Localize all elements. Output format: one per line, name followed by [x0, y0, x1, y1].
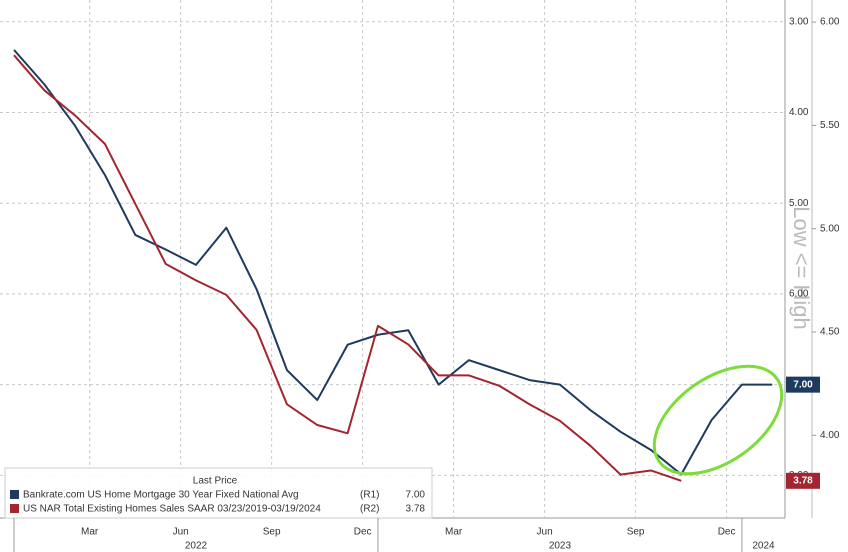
plot-area	[0, 0, 785, 518]
legend-axis: (R1)	[360, 490, 379, 501]
y2-tick-label: 6.00	[820, 17, 840, 28]
legend-box	[4, 467, 433, 519]
y-tick-label: 4.00	[789, 107, 809, 118]
series-lines	[13, 49, 773, 482]
x-tick-label: Sep	[263, 527, 281, 538]
y2-tick-label: 5.00	[820, 223, 840, 234]
legend-name: US NAR Total Existing Homes Sales SAAR 0…	[23, 504, 321, 515]
last-value-label: 7.00	[793, 379, 813, 390]
annotation: Low <= High	[789, 206, 814, 330]
y2-tick-label: 4.50	[820, 327, 840, 338]
last-value-badge	[786, 376, 820, 393]
x-tick-label: Jun	[537, 527, 553, 538]
y2-tick-label: 5.50	[820, 120, 840, 131]
y-tick-label: 3.00	[789, 16, 809, 27]
year-label: 2022	[185, 541, 208, 552]
series-line	[13, 49, 773, 476]
y2-tick-label: 4.00	[820, 430, 840, 441]
last-value-label: 3.78	[793, 475, 813, 486]
legend-value: 7.00	[406, 490, 426, 501]
year-label: 2024	[752, 541, 775, 552]
year-label: 2023	[549, 541, 572, 552]
x-tick-label: Jun	[173, 527, 189, 538]
grid	[0, 0, 785, 518]
legend-value: 3.78	[406, 504, 426, 515]
y-tick-label: 5.00	[789, 198, 809, 209]
legend-title: Last Price	[193, 476, 238, 487]
y-tick-label: 6.00	[789, 289, 809, 300]
legend-swatch	[10, 490, 19, 499]
legend-axis: (R2)	[360, 504, 379, 515]
x-tick-label: Mar	[445, 527, 463, 538]
x-tick-label: Dec	[718, 527, 736, 538]
x-tick-label: Sep	[627, 527, 645, 538]
x-tick-label: Mar	[81, 527, 99, 538]
series-line	[13, 54, 682, 482]
legend-name: Bankrate.com US Home Mortgage 30 Year Fi…	[23, 490, 299, 501]
legend-swatch	[10, 504, 19, 513]
legend: Last Price Bankrate.com US Home Mortgage…	[4, 467, 433, 519]
x-tick-label: Dec	[354, 527, 372, 538]
highlight-ellipse	[652, 364, 784, 476]
last-value-badge	[786, 472, 820, 489]
